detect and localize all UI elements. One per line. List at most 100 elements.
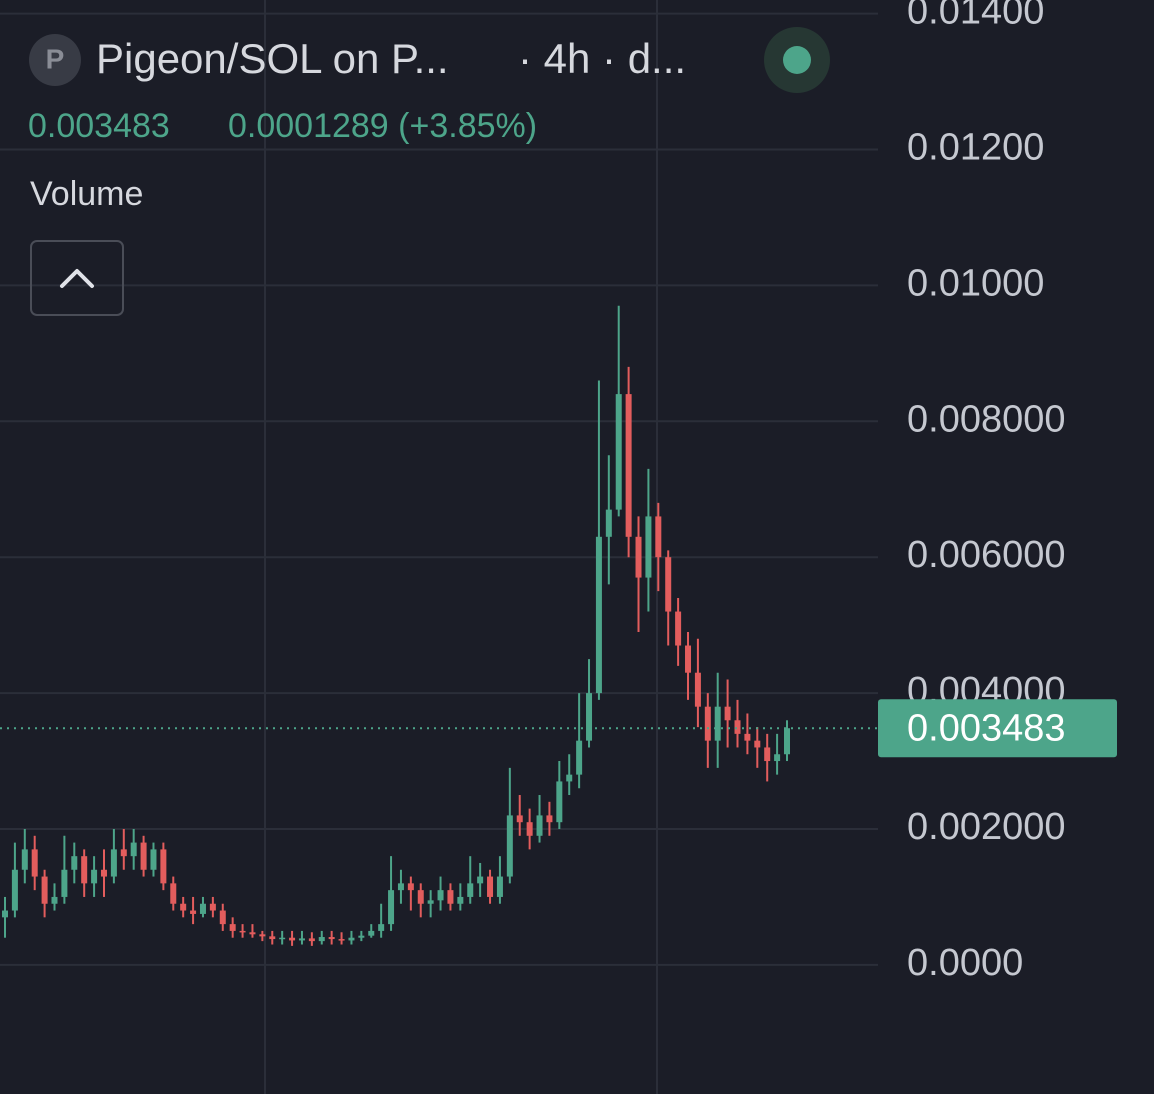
candle-body	[61, 869, 68, 897]
candle-body	[566, 774, 573, 782]
candle-body	[665, 557, 672, 612]
candle-body	[298, 938, 305, 941]
candle-body	[645, 516, 652, 578]
candle-body	[190, 910, 197, 914]
candle-body	[140, 842, 147, 870]
candle-body	[496, 876, 503, 897]
y-axis: 0.00000.0020000.0040000.0060000.0080000.…	[878, 0, 1117, 984]
candle-body	[457, 896, 464, 904]
candle-body	[150, 849, 157, 870]
symbol-title[interactable]: Pigeon/SOL on P...	[96, 35, 449, 82]
status-dot	[783, 46, 811, 74]
candles	[0, 305, 878, 946]
candle-body	[348, 937, 355, 941]
candle-body	[130, 842, 137, 857]
candle-body	[586, 693, 593, 741]
last-price: 0.003483	[28, 107, 170, 145]
candle-body	[368, 930, 375, 936]
candle-body	[308, 938, 315, 942]
candle-body	[81, 856, 88, 884]
candle-body	[199, 903, 206, 914]
candle-body	[754, 740, 761, 748]
candle-body	[289, 937, 296, 941]
candle-body	[615, 394, 622, 510]
candle-body	[180, 903, 187, 911]
candle-body	[526, 822, 533, 836]
candle-body	[219, 910, 226, 925]
price-change: 0.0001289 (+3.85%)	[228, 107, 537, 145]
candle-body	[536, 815, 543, 836]
candle-body	[764, 747, 771, 762]
candle-body	[378, 924, 385, 931]
y-tick-label: 0.006000	[907, 534, 1066, 576]
candle-body	[506, 815, 513, 877]
candle-body	[516, 815, 523, 823]
interval[interactable]: · 4h · d...	[518, 35, 686, 82]
candle-body	[655, 516, 662, 558]
candle-body	[407, 883, 414, 891]
candle-body	[397, 883, 404, 891]
y-tick-label: 0.01400	[907, 0, 1044, 33]
candle-body	[160, 849, 167, 884]
y-tick-label: 0.0000	[907, 942, 1023, 984]
candle-body	[427, 900, 434, 904]
candle-body	[209, 903, 216, 911]
chevron-icon	[60, 269, 94, 288]
candle-body	[41, 876, 48, 904]
y-tick-label: 0.002000	[907, 806, 1066, 848]
candle-body	[358, 935, 365, 938]
y-tick-label: 0.01200	[907, 127, 1044, 169]
candle-body	[546, 815, 553, 823]
indicator-label[interactable]: Volume	[30, 175, 143, 213]
candle-body	[675, 611, 682, 646]
candle-body	[100, 869, 107, 877]
last-price-tag	[878, 699, 1117, 758]
collapse-button[interactable]	[30, 240, 124, 316]
grid	[0, 12, 878, 966]
candle-body	[328, 937, 335, 940]
candle-body	[239, 930, 246, 933]
candle-body	[576, 740, 583, 775]
candle-body	[249, 932, 256, 935]
candle-body	[477, 876, 484, 884]
candle-body	[605, 509, 612, 537]
candle-body	[744, 733, 751, 741]
candle-body	[595, 536, 602, 694]
candle-body	[417, 890, 424, 904]
candle-body	[556, 781, 563, 823]
candle-body	[734, 720, 741, 734]
symbol-icon	[29, 34, 81, 86]
candle-body	[388, 890, 395, 925]
y-tick-label: 0.008000	[907, 398, 1066, 440]
candle-body	[51, 896, 58, 904]
candle-body	[110, 849, 117, 877]
candle-body	[259, 934, 266, 937]
candle-body	[279, 937, 286, 940]
candle-body	[269, 936, 276, 940]
symbol-icon-letter: P	[46, 43, 65, 74]
candle-body	[487, 876, 494, 897]
candle-body	[704, 706, 711, 741]
y-tick-label: 0.01000	[907, 262, 1044, 304]
candle-body	[170, 883, 177, 904]
candle-body	[31, 849, 38, 877]
last-price-tag-label: 0.003483	[907, 707, 1066, 749]
candle-body	[714, 706, 721, 741]
candle-body	[318, 937, 325, 942]
candle-body	[120, 849, 127, 857]
candle-body	[338, 939, 345, 941]
candle-body	[447, 890, 454, 904]
candle-body	[784, 728, 790, 755]
candle-body	[91, 869, 98, 884]
candle-body	[694, 672, 701, 707]
candle-body	[635, 536, 642, 578]
candle-body	[625, 394, 632, 537]
candle-body	[685, 645, 692, 673]
candle-body	[71, 856, 78, 870]
candle-body	[724, 706, 731, 721]
candle-body	[437, 890, 444, 901]
candle-body	[11, 869, 18, 911]
candle-body	[774, 754, 781, 762]
